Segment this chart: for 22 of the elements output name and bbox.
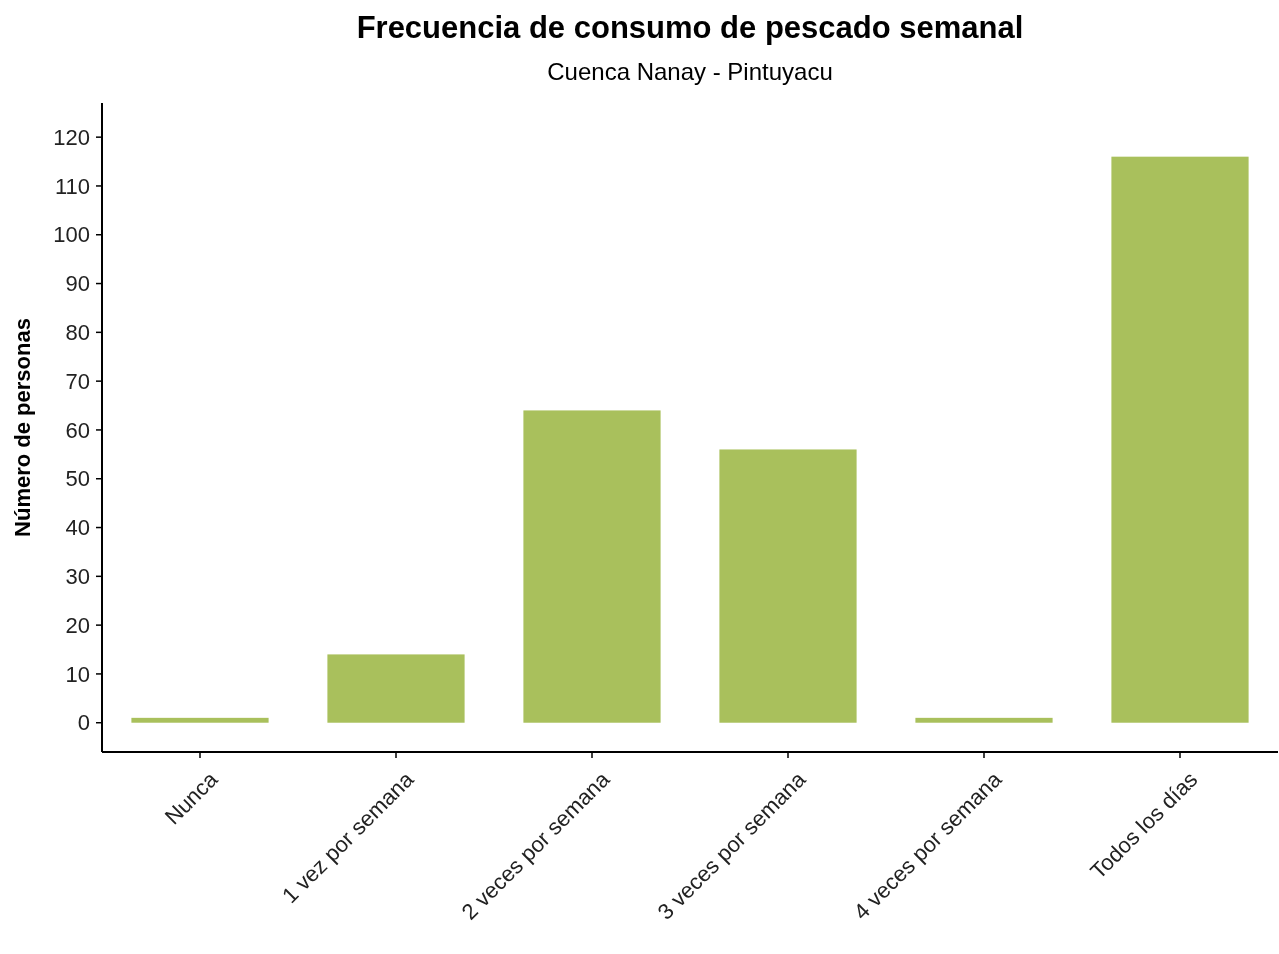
bar	[915, 717, 1053, 723]
bar	[131, 717, 269, 723]
y-tick-label: 0	[77, 710, 90, 736]
y-tick-label: 40	[65, 515, 90, 541]
bar	[523, 410, 661, 723]
bar	[719, 449, 857, 723]
chart-title: Frecuencia de consumo de pescado semanal	[356, 10, 1024, 45]
y-axis-title: Número de personas	[10, 318, 35, 537]
y-tick-label: 60	[65, 417, 90, 443]
y-tick-label: 30	[65, 564, 90, 590]
y-tick-label: 90	[65, 271, 90, 297]
y-tick-label: 110	[54, 173, 90, 199]
y-tick-label: 120	[53, 124, 90, 150]
bar	[1111, 156, 1249, 723]
bar	[327, 654, 465, 723]
y-tick-label: 80	[65, 320, 90, 346]
y-tick-label: 70	[65, 368, 90, 394]
chart-subtitle: Cuenca Nanay - Pintuyacu	[547, 58, 833, 85]
y-tick-label: 50	[65, 466, 90, 492]
y-tick-label: 100	[53, 222, 90, 248]
y-tick-label: 20	[65, 612, 90, 638]
y-tick-label: 10	[65, 661, 90, 687]
